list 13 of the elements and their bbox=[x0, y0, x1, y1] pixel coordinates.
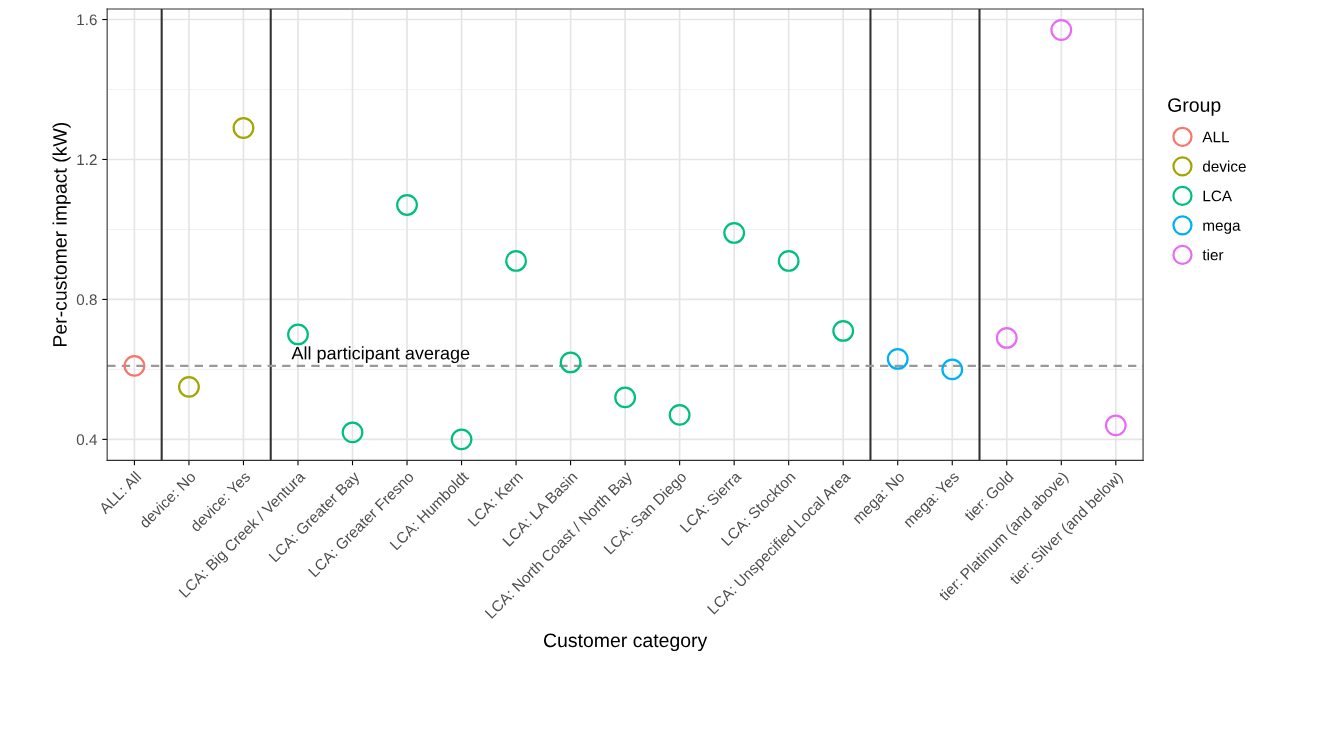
annotation: All participant average bbox=[291, 346, 470, 364]
y-axis-title: Per-customer impact (kW) bbox=[52, 122, 71, 346]
legend-label: mega bbox=[1203, 222, 1241, 234]
y-tick-label: 1.2 bbox=[77, 154, 97, 165]
legend-label: LCA bbox=[1203, 190, 1233, 202]
legend-label: ALL bbox=[1202, 131, 1229, 143]
legend-title: Group bbox=[1168, 98, 1221, 116]
y-tick-label: 0.4 bbox=[76, 434, 97, 446]
y-tick-label: 1.6 bbox=[77, 14, 97, 26]
legend-label: device bbox=[1202, 160, 1246, 172]
y-tick-label: 0.8 bbox=[76, 294, 97, 306]
x-axis-title: Customer category bbox=[543, 633, 708, 652]
legend-label: tier bbox=[1202, 249, 1224, 261]
